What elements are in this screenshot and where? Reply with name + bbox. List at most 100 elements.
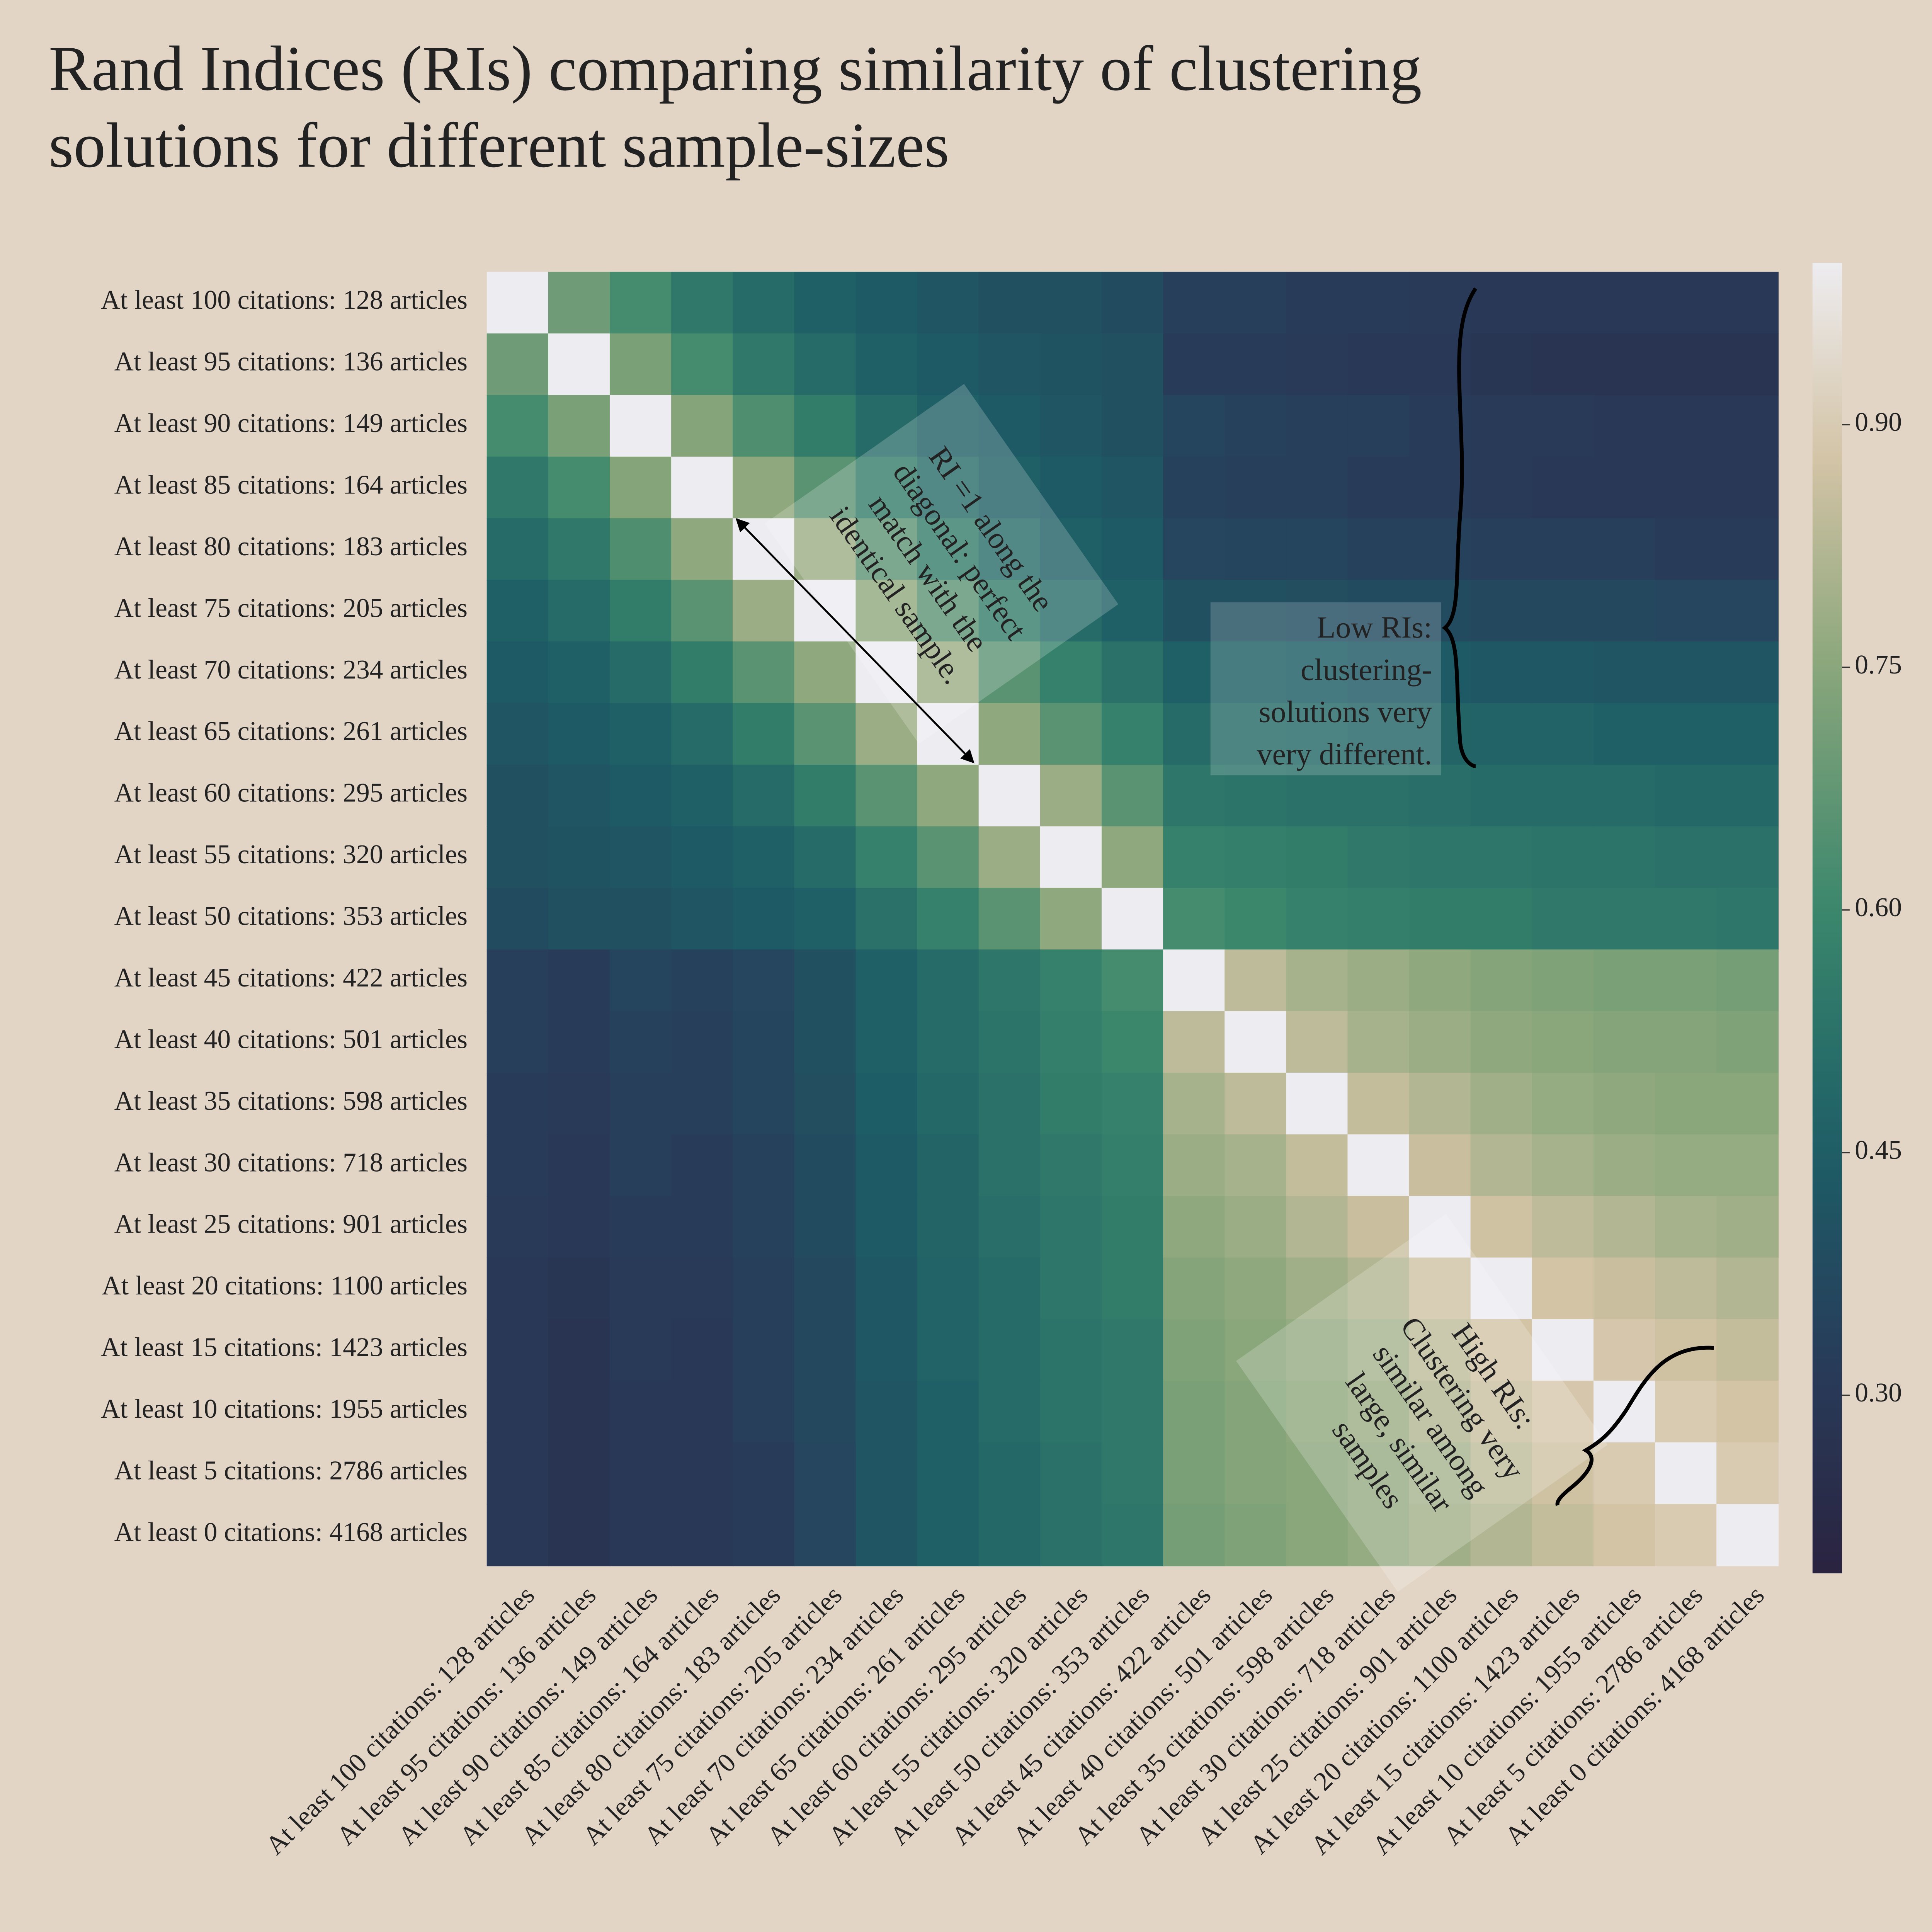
cell <box>1470 949 1533 1012</box>
cell <box>1470 272 1533 334</box>
cell <box>978 1196 1041 1259</box>
cell <box>1716 1196 1779 1259</box>
cell <box>671 1257 733 1320</box>
cell <box>1040 1196 1102 1259</box>
cell <box>671 580 733 642</box>
cell <box>486 1073 549 1135</box>
cell <box>1163 1257 1225 1320</box>
cell <box>794 888 857 950</box>
cell <box>1225 1134 1287 1197</box>
cell <box>1163 518 1225 581</box>
cell <box>1163 580 1225 642</box>
cell <box>1163 764 1225 827</box>
cell <box>1532 1504 1594 1566</box>
cell <box>1040 395 1102 457</box>
y-tick-label: At least 25 citations: 901 articles <box>114 1209 468 1239</box>
annotation-text: very different. <box>1257 737 1432 771</box>
cell <box>917 1134 980 1197</box>
cell <box>855 949 918 1012</box>
cell <box>1470 764 1533 827</box>
cell <box>1347 764 1410 827</box>
cell <box>1101 1381 1164 1443</box>
cell <box>1409 1504 1471 1566</box>
cell <box>1225 949 1287 1012</box>
cell <box>917 272 980 334</box>
cell <box>486 1257 549 1320</box>
cell <box>1040 1442 1102 1505</box>
cell <box>1347 888 1410 950</box>
cell <box>1286 1134 1349 1197</box>
cell <box>1101 1319 1164 1381</box>
cell <box>978 1381 1041 1443</box>
cell <box>1593 395 1656 457</box>
brace <box>1555 1345 1714 1506</box>
cell <box>1593 1319 1656 1381</box>
cell <box>1163 395 1225 457</box>
cell <box>1532 333 1594 396</box>
cell <box>1347 1442 1410 1505</box>
cell <box>1470 1073 1533 1135</box>
cell <box>1470 1381 1533 1443</box>
cell <box>1101 580 1164 642</box>
cell <box>794 1319 857 1381</box>
cell <box>733 888 795 950</box>
cell <box>1347 1257 1410 1320</box>
cell <box>548 1011 611 1073</box>
cell <box>1716 272 1779 334</box>
cell <box>1716 518 1779 581</box>
cell <box>855 1381 918 1443</box>
cell <box>917 1257 980 1320</box>
cell <box>794 272 857 334</box>
cell <box>1409 1196 1471 1259</box>
cell <box>1286 1011 1349 1073</box>
cell <box>1655 1381 1717 1443</box>
cell <box>1225 1011 1287 1073</box>
cell <box>1532 1319 1594 1381</box>
cell <box>548 826 611 889</box>
y-tick-label: At least 30 citations: 718 articles <box>114 1148 468 1177</box>
cell <box>548 580 611 642</box>
cell <box>486 1196 549 1259</box>
cell <box>794 641 857 704</box>
cell <box>1655 1257 1717 1320</box>
cell <box>1225 641 1287 704</box>
cell <box>1040 826 1102 889</box>
cell <box>1470 456 1533 519</box>
y-tick-label: At least 80 citations: 183 articles <box>114 532 468 561</box>
colorbar-tick-label: 0.60 <box>1855 893 1902 922</box>
cell <box>1347 949 1410 1012</box>
cell <box>1655 518 1717 581</box>
cell <box>1593 949 1656 1012</box>
cell <box>1286 703 1349 765</box>
cell <box>1225 580 1287 642</box>
cell <box>1040 1011 1102 1073</box>
y-tick-label: At least 5 citations: 2786 articles <box>114 1456 468 1485</box>
cell <box>1593 764 1656 827</box>
cell <box>917 1442 980 1505</box>
cell <box>486 949 549 1012</box>
cell <box>486 580 549 642</box>
cell <box>855 456 918 519</box>
cell <box>733 1257 795 1320</box>
cell <box>1532 580 1594 642</box>
cell <box>855 888 918 950</box>
cell <box>1347 1196 1410 1259</box>
cell <box>548 1073 611 1135</box>
cell <box>486 703 549 765</box>
cell <box>1716 1011 1779 1073</box>
cell <box>1040 764 1102 827</box>
cell <box>1040 456 1102 519</box>
y-tick-label: At least 60 citations: 295 articles <box>114 778 468 808</box>
cell <box>1655 580 1717 642</box>
cell <box>978 1319 1041 1381</box>
cell <box>1532 1011 1594 1073</box>
cell <box>1101 395 1164 457</box>
cell <box>1286 395 1349 457</box>
cell <box>1101 456 1164 519</box>
cell <box>1593 580 1656 642</box>
cell <box>1101 1196 1164 1259</box>
cell <box>1593 826 1656 889</box>
cell <box>1716 641 1779 704</box>
cell <box>486 1504 549 1566</box>
cell <box>1532 456 1594 519</box>
